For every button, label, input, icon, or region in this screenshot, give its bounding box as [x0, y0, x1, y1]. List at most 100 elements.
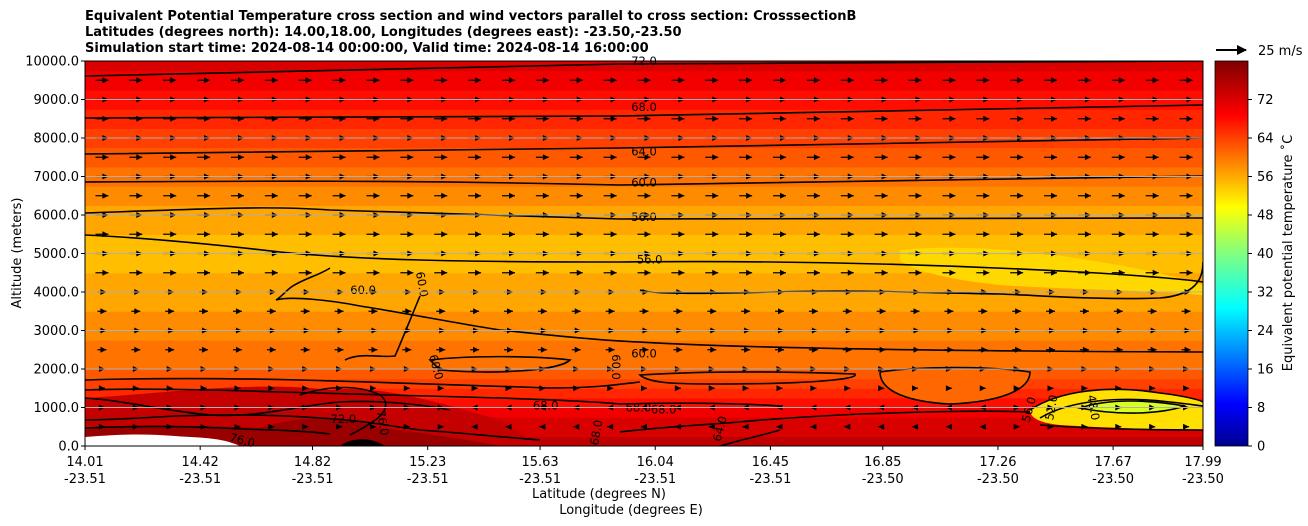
wind-vector-head [407, 231, 414, 238]
wind-vector-head [170, 154, 177, 161]
wind-vector-head [845, 346, 852, 353]
y-axis-label: Altitude (meters) [10, 198, 25, 309]
wind-vector-head [235, 346, 242, 353]
theta-e-band [85, 70, 1203, 81]
wind-vector-head [539, 423, 546, 430]
wind-vector-head [1082, 308, 1089, 315]
wind-vector-head [610, 192, 617, 199]
wind-vector-head [813, 77, 820, 84]
y-tick-label: 9000.0 [34, 93, 80, 108]
wind-vector-head [235, 308, 242, 315]
wind-vector-head [475, 192, 482, 199]
wind-vector-head [540, 346, 547, 353]
wind-vector-head [712, 192, 719, 199]
wind-vector-head [813, 269, 820, 276]
wind-vector-head [539, 385, 546, 392]
wind-vector-head [508, 77, 515, 84]
wind-vector-head [1152, 192, 1159, 199]
wind-vector-head [305, 269, 312, 276]
theta-e-band [85, 263, 1203, 274]
y-tick-label: 10000.0 [25, 55, 79, 70]
wind-vector-head [947, 308, 954, 315]
theta-e-band [85, 109, 1203, 120]
theta-e-band [85, 426, 1203, 437]
wind-vector-head [607, 423, 614, 430]
wind-vector-head [676, 308, 683, 315]
wind-vector-head [1013, 423, 1020, 430]
wind-vector-head [949, 269, 956, 276]
wind-vector-head [847, 115, 854, 122]
colorbar-tick-label: 48 [1257, 209, 1274, 224]
wind-vector-head [271, 154, 278, 161]
wind-vector-head [983, 192, 990, 199]
colorbar-tick-label: 72 [1257, 93, 1274, 108]
wind-vector-head [204, 231, 211, 238]
chart-title-line-3: Simulation start time: 2024-08-14 00:00:… [85, 41, 649, 56]
wind-vector-head [979, 385, 986, 392]
wind-vector-head [1186, 154, 1193, 161]
wind-vector-head [407, 77, 414, 84]
theta-e-band [85, 253, 1203, 264]
theta-e-band [85, 320, 1203, 332]
wind-vector-head [810, 385, 817, 392]
wind-vector-head [915, 77, 922, 84]
wind-vector-head [746, 192, 753, 199]
wind-vector-head [983, 115, 990, 122]
theta-e-band [85, 378, 1203, 389]
wind-vector-head [204, 192, 211, 199]
x-tick-label-lat: 16.85 [864, 455, 901, 470]
wind-vector-head [237, 269, 244, 276]
wind-vector-head [237, 231, 244, 238]
wind-vector-head [271, 77, 278, 84]
x-axis-label-longitude: Longitude (degrees E) [559, 503, 703, 518]
theta-e-band [85, 99, 1203, 110]
wind-vector-head [574, 346, 581, 353]
wind-vector-head [983, 231, 990, 238]
wind-vector-head [373, 269, 380, 276]
wind-vector-head [641, 423, 647, 430]
wind-vector-head [136, 192, 143, 199]
wind-vector-head [271, 231, 278, 238]
wind-vector-head [100, 346, 107, 353]
wind-vector-head [644, 192, 651, 199]
wind-vector-head [879, 308, 886, 315]
wind-vector-head [878, 423, 885, 430]
wind-vector-head [234, 423, 241, 430]
wind-vector-head [1118, 192, 1125, 199]
theta-e-band [85, 80, 1203, 91]
wind-vector-head [845, 308, 852, 315]
wind-vector-head [712, 231, 719, 238]
wind-vector-head [983, 269, 990, 276]
wind-vector-head [168, 346, 175, 353]
wind-vector-head [102, 269, 109, 276]
x-tick-label-lon: -23.51 [634, 472, 676, 487]
wind-vector-head [204, 77, 211, 84]
theta-e-band [85, 166, 1203, 178]
wind-vector-head [200, 423, 207, 430]
wind-vector-head [979, 423, 986, 430]
theta-e-band [85, 224, 1203, 235]
wind-vector-head [813, 154, 820, 161]
wind-vector-head [1152, 231, 1159, 238]
wind-vector-head [102, 231, 109, 238]
wind-vector-head [780, 77, 787, 84]
wind-vector-head [170, 231, 177, 238]
theta-e-band [85, 157, 1203, 168]
theta-e-band [85, 215, 1203, 226]
wind-vector-head [339, 269, 346, 276]
wind-vector-head [237, 115, 244, 122]
wind-vector-head [475, 115, 482, 122]
wind-vector-head [576, 231, 583, 238]
y-axis: 0.0 1000.0 2000.0 3000.0 4000.0 5000.0 6000.0 7… [25, 55, 85, 455]
wind-vector-head [1186, 192, 1193, 199]
x-tick-label-lon: -23.51 [179, 472, 221, 487]
x-tick-label-lat: 14.82 [294, 455, 331, 470]
wind-vector-head [439, 346, 446, 353]
wind-vector-head [576, 115, 583, 122]
wind-vector-head [981, 308, 988, 315]
colorbar-gradient [1214, 60, 1249, 447]
wind-vector-head [813, 231, 820, 238]
x-tick-label-lat: 16.04 [637, 455, 674, 470]
wind-vector-head [1115, 385, 1122, 392]
